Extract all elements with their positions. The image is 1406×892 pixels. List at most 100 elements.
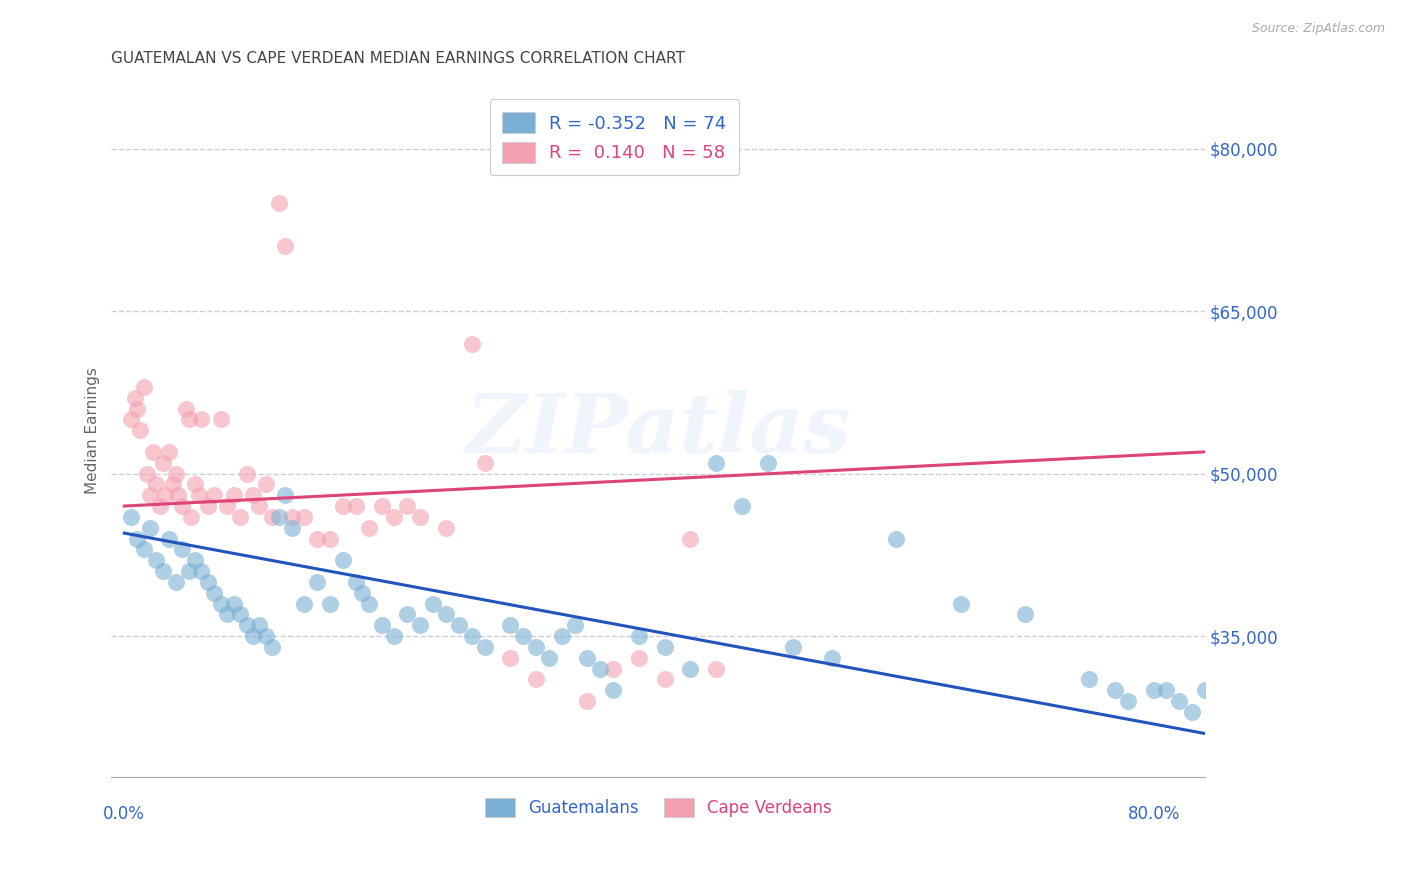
Point [209, 597, 232, 611]
Point [294, 597, 316, 611]
Point [1181, 705, 1204, 719]
Point [782, 640, 804, 654]
Point [180, 509, 202, 524]
Point [589, 661, 612, 675]
Point [187, 488, 209, 502]
Point [1104, 683, 1126, 698]
Point [254, 629, 277, 643]
Point [409, 509, 432, 524]
Point [357, 521, 380, 535]
Point [145, 477, 167, 491]
Point [1014, 607, 1036, 622]
Point [124, 391, 146, 405]
Point [627, 629, 650, 643]
Point [235, 618, 257, 632]
Point [247, 499, 270, 513]
Point [280, 509, 302, 524]
Point [217, 607, 239, 622]
Point [120, 509, 142, 524]
Point [434, 607, 457, 622]
Point [235, 467, 257, 481]
Legend: Guatemalans, Cape Verdeans: Guatemalans, Cape Verdeans [478, 791, 838, 824]
Point [1194, 683, 1216, 698]
Point [524, 640, 547, 654]
Point [254, 477, 277, 491]
Point [627, 650, 650, 665]
Point [167, 488, 190, 502]
Point [127, 401, 149, 416]
Point [1206, 694, 1229, 708]
Point [319, 532, 342, 546]
Point [499, 618, 522, 632]
Point [128, 423, 150, 437]
Point [145, 553, 167, 567]
Point [157, 532, 180, 546]
Point [197, 574, 219, 589]
Point [127, 532, 149, 546]
Point [217, 499, 239, 513]
Point [155, 488, 177, 502]
Point [344, 499, 367, 513]
Point [396, 499, 419, 513]
Point [152, 456, 174, 470]
Point [1168, 694, 1191, 708]
Point [512, 629, 534, 643]
Point [165, 574, 187, 589]
Point [174, 401, 197, 416]
Point [267, 509, 290, 524]
Point [332, 553, 354, 567]
Point [409, 618, 432, 632]
Point [1233, 715, 1256, 730]
Point [222, 597, 245, 611]
Point [396, 607, 419, 622]
Point [1219, 705, 1241, 719]
Point [434, 521, 457, 535]
Point [184, 477, 207, 491]
Point [756, 456, 779, 470]
Point [499, 650, 522, 665]
Point [177, 564, 200, 578]
Point [172, 499, 194, 513]
Point [576, 650, 599, 665]
Point [564, 618, 586, 632]
Point [190, 412, 212, 426]
Point [139, 521, 162, 535]
Point [1116, 694, 1139, 708]
Point [209, 412, 232, 426]
Point [370, 618, 392, 632]
Point [229, 509, 252, 524]
Point [679, 532, 702, 546]
Point [332, 499, 354, 513]
Point [247, 618, 270, 632]
Point [704, 456, 727, 470]
Point [136, 467, 159, 481]
Point [242, 629, 264, 643]
Point [1142, 683, 1164, 698]
Point [654, 673, 676, 687]
Point [422, 597, 444, 611]
Point [551, 629, 574, 643]
Text: ZIPatlas: ZIPatlas [465, 390, 851, 470]
Point [602, 661, 624, 675]
Point [242, 488, 264, 502]
Point [184, 553, 207, 567]
Point [704, 661, 727, 675]
Point [679, 661, 702, 675]
Text: 0.0%: 0.0% [103, 805, 145, 822]
Point [197, 499, 219, 513]
Text: Source: ZipAtlas.com: Source: ZipAtlas.com [1251, 22, 1385, 36]
Point [190, 564, 212, 578]
Point [267, 195, 290, 210]
Point [384, 629, 406, 643]
Point [602, 683, 624, 698]
Point [474, 456, 496, 470]
Point [280, 521, 302, 535]
Point [177, 412, 200, 426]
Point [460, 336, 482, 351]
Text: GUATEMALAN VS CAPE VERDEAN MEDIAN EARNINGS CORRELATION CHART: GUATEMALAN VS CAPE VERDEAN MEDIAN EARNIN… [111, 51, 685, 66]
Point [149, 499, 172, 513]
Point [654, 640, 676, 654]
Point [1078, 673, 1101, 687]
Point [307, 532, 329, 546]
Point [222, 488, 245, 502]
